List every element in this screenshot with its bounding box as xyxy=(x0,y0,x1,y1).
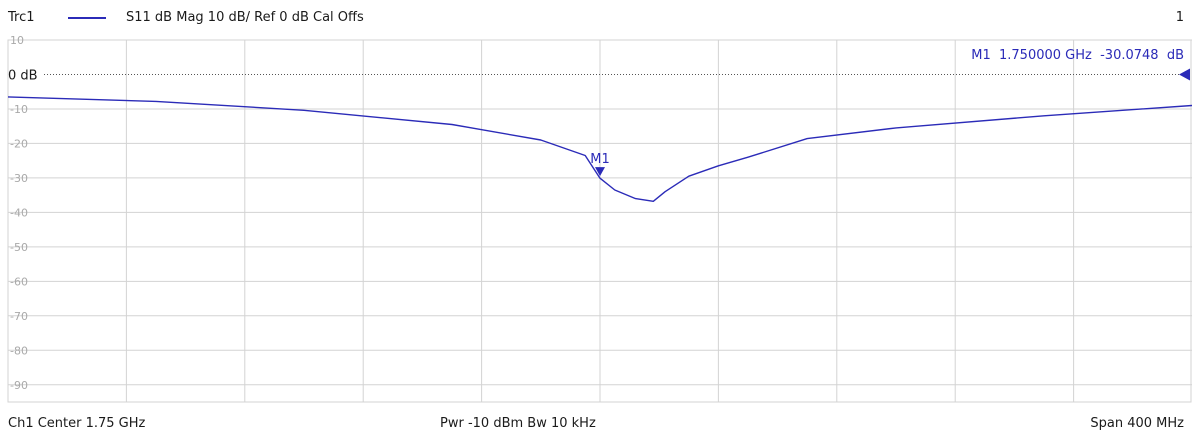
y-tick-labels: 10 -10 -20 -30 -40 -50 -60 -70 -80 -90 xyxy=(10,34,28,392)
reference-label: 0 dB xyxy=(8,68,38,83)
marker-label: M1 xyxy=(590,152,610,167)
y-tick-label: -80 xyxy=(10,344,28,357)
y-tick-label: -30 xyxy=(10,172,28,185)
trace-layer[interactable] xyxy=(7,96,1192,203)
y-tick-label: -60 xyxy=(10,275,28,288)
span-frequency[interactable]: Span 400 MHz xyxy=(1090,416,1184,431)
center-frequency[interactable]: Ch1 Center 1.75 GHz xyxy=(8,416,146,431)
marker-triangle[interactable] xyxy=(595,167,605,177)
trace-header: Trc1 S11 dB Mag 10 dB/ Ref 0 dB Cal Offs… xyxy=(0,0,1192,36)
grid xyxy=(7,39,1192,403)
reference-line: 0 dB xyxy=(8,68,1190,83)
marker-readout[interactable]: M1 1.750000 GHz -30.0748 dB xyxy=(971,48,1184,63)
power-bandwidth[interactable]: Pwr -10 dBm Bw 10 kHz xyxy=(440,416,596,431)
y-tick-label: 10 xyxy=(10,34,24,47)
y-tick-label: -70 xyxy=(10,310,28,323)
y-tick-label: -10 xyxy=(10,103,28,116)
s11-trace[interactable] xyxy=(7,96,1192,203)
y-tick-label: -40 xyxy=(10,206,28,219)
trace-description[interactable]: S11 dB Mag 10 dB/ Ref 0 dB Cal Offs xyxy=(126,10,364,25)
channel-index: 1 xyxy=(1175,10,1184,25)
reference-arrow xyxy=(1179,68,1190,81)
y-tick-label: -20 xyxy=(10,137,28,150)
y-tick-label: -90 xyxy=(10,379,28,392)
channel-footer: Ch1 Center 1.75 GHz Pwr -10 dBm Bw 10 kH… xyxy=(0,405,1192,435)
marker-layer[interactable]: M1 M1 1.750000 GHz -30.0748 dB xyxy=(590,48,1184,177)
trace-name[interactable]: Trc1 xyxy=(8,10,35,25)
s11-plot[interactable]: 10 -10 -20 -30 -40 -50 -60 -70 -80 -90 0 dB M1 M1 … xyxy=(0,0,1192,405)
trace-color-swatch xyxy=(68,17,106,19)
y-tick-label: -50 xyxy=(10,241,28,254)
